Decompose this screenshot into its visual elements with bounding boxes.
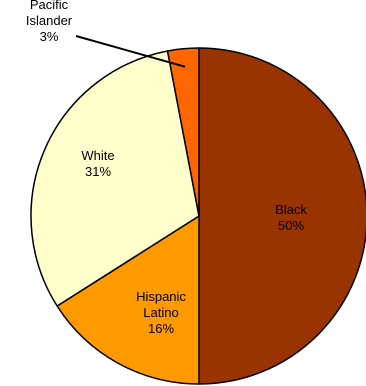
slice-label-line: 16% xyxy=(148,321,174,336)
slice-label-line: 3% xyxy=(40,29,59,44)
slice-label-0: Black 50% xyxy=(275,202,307,233)
slice-label-line: White xyxy=(81,148,114,163)
slice-label-line: Islander xyxy=(26,13,73,28)
pie-slice-1 xyxy=(56,215,200,385)
slice-label-line: 31% xyxy=(85,164,111,179)
pie-slice-2 xyxy=(30,50,200,307)
pie-slice-0 xyxy=(198,47,366,385)
slice-label-line: 50% xyxy=(278,218,304,233)
slice-label-line: Pacific xyxy=(30,0,69,12)
slice-label-line: Latino xyxy=(143,305,178,320)
slice-label-line: Hispanic xyxy=(136,289,186,304)
slice-label-2: White 31% xyxy=(81,148,114,179)
slice-label-1: Hispanic Latino 16% xyxy=(136,289,186,336)
leader-line xyxy=(75,35,186,68)
slice-label-line: Black xyxy=(275,202,307,217)
pie-slice-3 xyxy=(166,47,200,217)
